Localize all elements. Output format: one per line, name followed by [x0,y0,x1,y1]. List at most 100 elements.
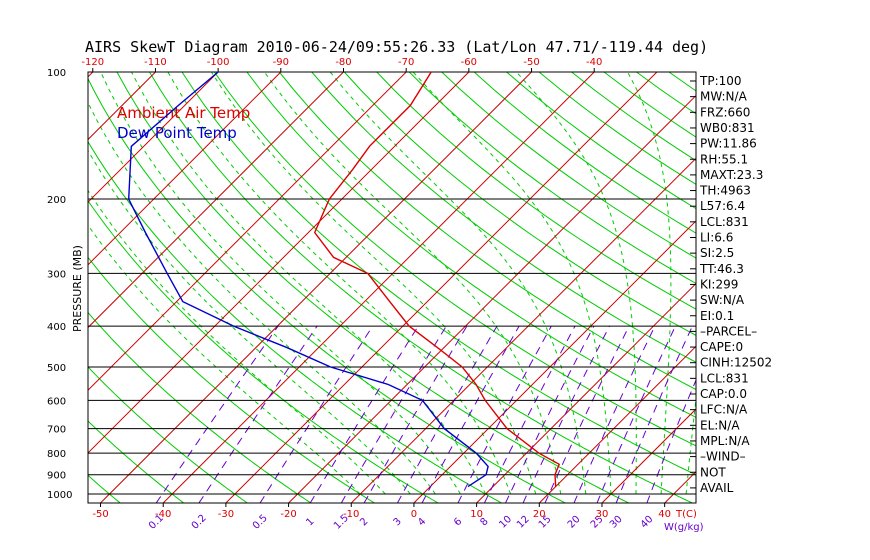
mixing-ratio-line [646,378,696,503]
dry-adiabat [88,140,502,503]
index-entry: EI:0.1 [700,309,734,323]
dry-adiabat [473,72,696,234]
mixing-ratio-line [457,325,552,503]
moist-adiabat [100,72,461,495]
dry-adiabat [88,77,566,503]
index-entry: FRZ:660 [700,105,750,119]
bottom-temperature-tick-label: -10 [343,509,359,520]
index-entry: MAXT:23.3 [700,168,763,182]
mixing-ratio-line [309,325,419,503]
isotherm [413,220,696,503]
mixing-ratio-tick-label: 4 [416,516,428,528]
bottom-temperature-tick-label: -30 [218,509,234,520]
bottom-temperature-tick-label: -20 [280,509,296,520]
index-entry: LFC:N/A [700,403,748,417]
moist-adiabat [131,72,487,495]
index-entry: RH:55.1 [700,152,748,166]
top-temperature-tick-label: -110 [144,57,167,68]
index-entry: LI:6.6 [700,231,733,245]
pressure-tick-label: 1000 [47,490,72,501]
mixing-ratio-unit: W(g/kg) [664,522,704,533]
grid-layer [0,71,870,504]
mixing-ratio-line [259,325,374,503]
series-layer [127,71,561,488]
dry-adiabat [376,72,696,310]
index-entry: LCL:831 [700,215,749,229]
dry-adiabat [864,72,870,503]
isotherm [476,282,696,503]
axis-layer: 0.1 0.2 0.5 1 1.5 2 3 4 6 8 10 12 15 20 25 30 4010020030… [47,57,704,533]
isotherm [88,72,219,203]
bottom-temperature-tick-label: 10 [470,509,483,520]
legend-dewpoint: Dew Point Temp [117,124,237,142]
pressure-tick-label: 900 [47,471,66,482]
dry-adiabat [181,72,696,476]
dewpoint-temp-line [127,71,489,488]
dry-adiabat [441,72,696,259]
dry-adiabat [506,72,696,210]
legend-ambient: Ambient Air Temp [117,104,250,122]
isotherm [100,72,532,503]
bottom-axis-unit: T(C) [675,509,697,520]
top-temperature-tick-label: -70 [398,57,414,68]
mixing-ratio-line [397,325,498,503]
pressure-tick-label: 600 [47,396,66,407]
pressure-tick-label: 700 [47,425,66,436]
isotherm [88,72,282,266]
isotherm [0,72,30,503]
index-entry: WB0:831 [700,121,755,135]
dry-adiabat [343,72,696,336]
top-temperature-tick-label: -100 [207,57,230,68]
moist-adiabat [329,72,587,495]
chart-title: AIRS SkewT Diagram 2010-06-24/09:55:26.3… [85,38,708,56]
top-temperature-tick-label: -90 [273,57,289,68]
isotherm [225,72,658,503]
dry-adiabat [88,311,312,503]
top-temperature-tick-label: -40 [586,57,602,68]
ambient-temp-line [313,71,561,487]
bottom-temperature-tick-label: 0 [411,509,417,520]
mixing-ratio-line [340,325,447,503]
index-entry: TP:100 [699,74,742,88]
index-entry: MW:N/A [700,90,748,104]
index-entry: –PARCEL– [700,324,757,338]
index-entry: TH:4963 [699,184,751,198]
pressure-tick-label: 400 [47,322,66,333]
mixing-ratio-tick-label: 6 [452,516,464,528]
dry-adiabat [213,72,696,447]
index-entry: L57:6.4 [700,199,745,213]
pressure-tick-label: 500 [47,363,66,374]
index-entry: EL:N/A [700,418,740,432]
mixing-ratio-tick-label: 1 [304,516,316,528]
index-entry: CAPE:0 [700,340,743,354]
index-entry: SI:2.5 [700,246,734,260]
isotherm [88,72,470,454]
mixing-ratio-tick-label: 40 [639,514,656,531]
moist-adiabat [167,72,512,495]
isotherm [88,72,344,329]
mixing-ratio-tick-label: 3 [392,516,404,528]
isotherm [601,408,696,503]
mixing-ratio-line [505,325,595,503]
plot-area [0,72,870,503]
plot-frame [87,71,697,504]
mixing-ratio-tick-label: 12 [515,514,532,531]
pressure-tick-label: 100 [47,68,66,79]
index-entry: LCL:831 [700,371,749,385]
mixing-ratio-line [155,325,279,503]
index-entry: TT:46.3 [699,262,744,276]
index-entry: AVAIL [700,481,734,495]
isotherm [350,157,696,503]
mixing-ratio-tick-label: 0.2 [190,513,209,532]
mixing-ratio-line [363,325,468,503]
mixing-ratio-line [596,325,676,503]
y-axis-label: PRESSURE (MB) [71,245,84,332]
bottom-temperature-tick-label: 30 [596,509,609,520]
index-entry: CINH:12502 [700,356,772,370]
mixing-ratio-line [573,325,656,503]
dry-adiabat [766,72,870,503]
mixing-ratio-line [483,325,576,503]
isotherm [538,345,696,503]
